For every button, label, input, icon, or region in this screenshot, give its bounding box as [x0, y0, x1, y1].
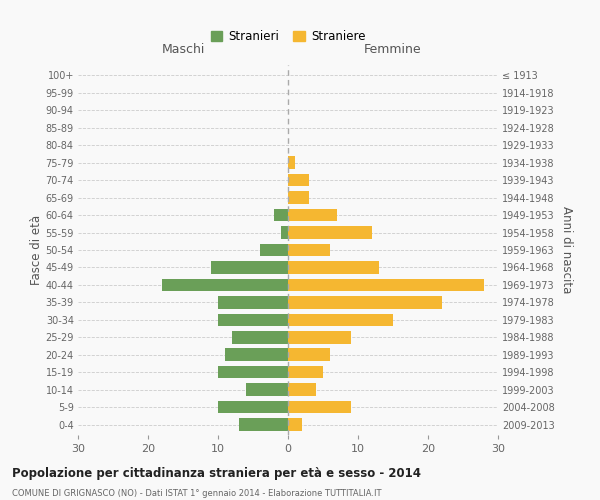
Bar — [274, 209, 288, 222]
Legend: Stranieri, Straniere: Stranieri, Straniere — [207, 26, 369, 46]
Bar — [218, 366, 288, 378]
Bar — [288, 401, 351, 413]
Bar — [288, 348, 330, 361]
Bar — [211, 261, 288, 274]
Bar — [225, 348, 288, 361]
Bar — [288, 156, 295, 169]
Y-axis label: Anni di nascita: Anni di nascita — [560, 206, 574, 294]
Bar — [288, 366, 323, 378]
Bar — [288, 331, 351, 344]
Text: Femmine: Femmine — [364, 44, 422, 57]
Bar — [288, 209, 337, 222]
Text: COMUNE DI GRIGNASCO (NO) - Dati ISTAT 1° gennaio 2014 - Elaborazione TUTTITALIA.: COMUNE DI GRIGNASCO (NO) - Dati ISTAT 1°… — [12, 489, 382, 498]
Bar — [288, 226, 372, 239]
Bar — [246, 384, 288, 396]
Bar — [162, 278, 288, 291]
Bar — [288, 418, 302, 431]
Text: Popolazione per cittadinanza straniera per età e sesso - 2014: Popolazione per cittadinanza straniera p… — [12, 468, 421, 480]
Bar — [288, 174, 309, 186]
Bar — [218, 401, 288, 413]
Bar — [260, 244, 288, 256]
Bar — [218, 314, 288, 326]
Bar — [288, 244, 330, 256]
Bar — [288, 384, 316, 396]
Bar — [232, 331, 288, 344]
Bar — [281, 226, 288, 239]
Bar — [239, 418, 288, 431]
Text: Maschi: Maschi — [161, 44, 205, 57]
Bar — [288, 192, 309, 204]
Bar — [288, 314, 393, 326]
Bar — [288, 278, 484, 291]
Y-axis label: Fasce di età: Fasce di età — [29, 215, 43, 285]
Bar — [288, 296, 442, 308]
Bar — [218, 296, 288, 308]
Bar — [288, 261, 379, 274]
